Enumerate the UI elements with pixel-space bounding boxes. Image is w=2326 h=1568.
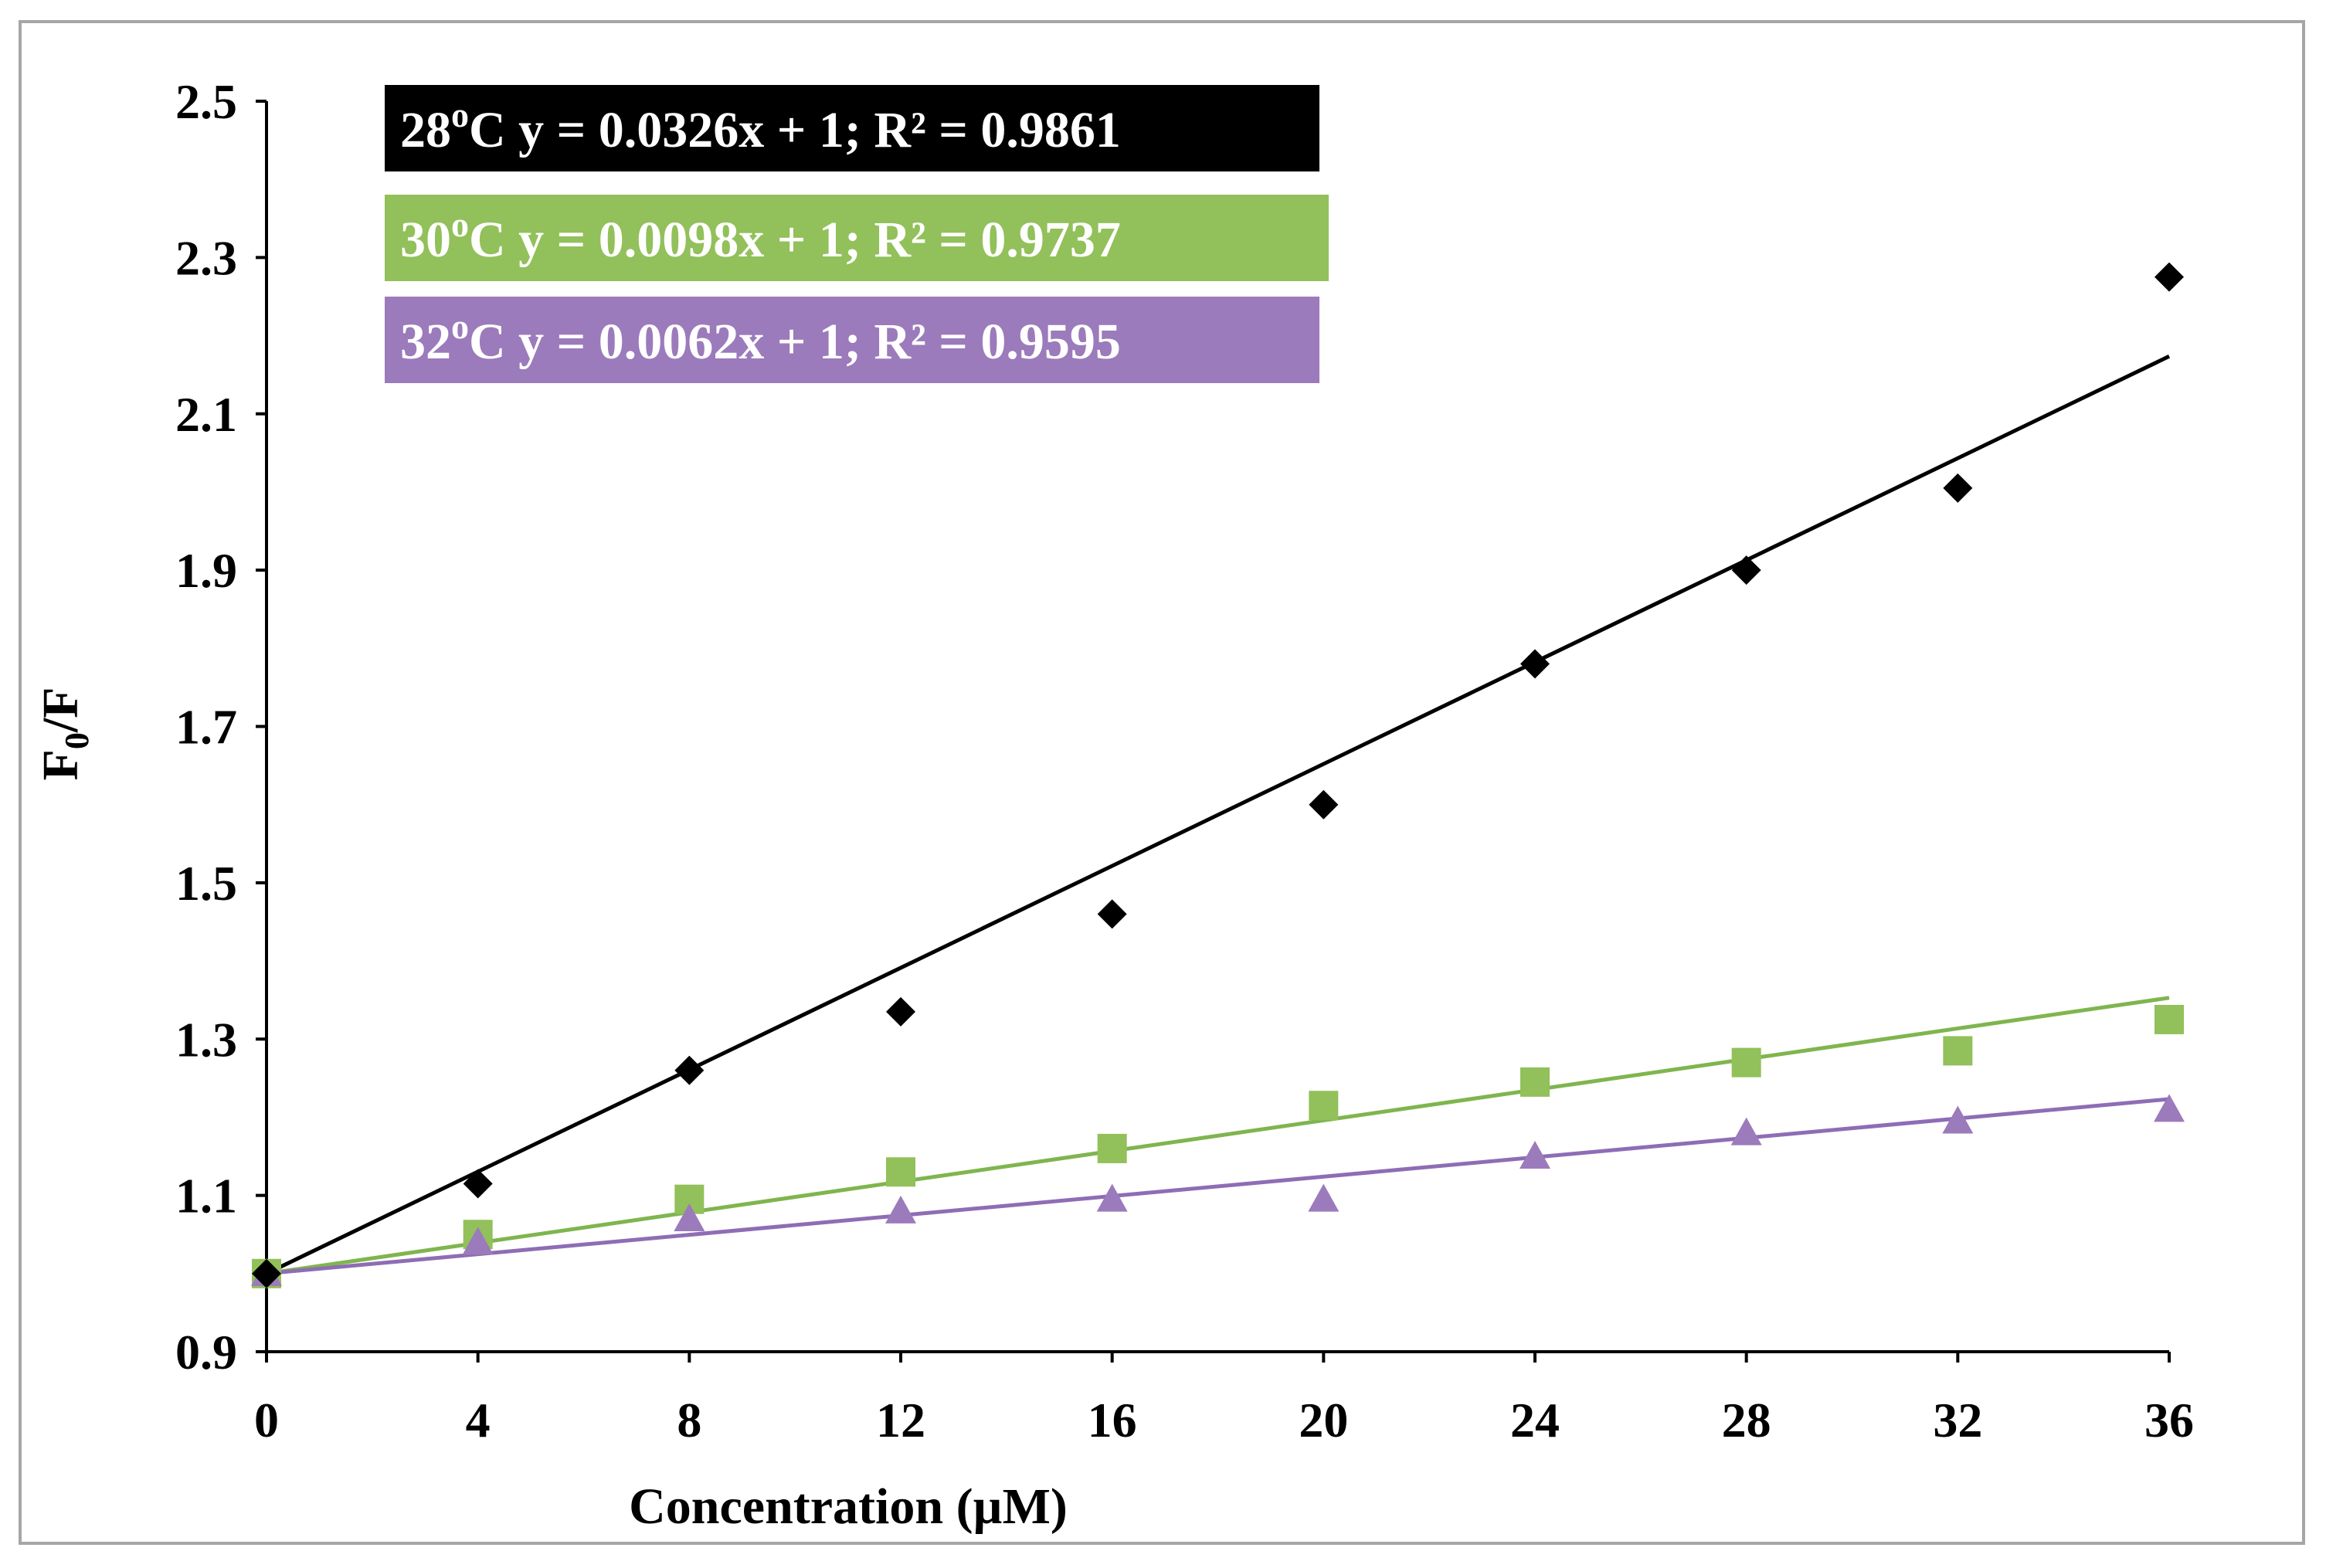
- legend-label-28: 28oC y = 0.0326x + 1; R² = 0.9861: [400, 95, 1121, 158]
- x-tick-label: 16: [1088, 1393, 1137, 1448]
- point-28: [1309, 789, 1339, 820]
- y-tick-label: 0.9: [175, 1325, 237, 1380]
- trendlines: [265, 355, 2171, 1276]
- x-tick-label: 8: [677, 1393, 701, 1448]
- y-tick-label: 1.5: [175, 856, 237, 911]
- y-tick-label: 2.5: [175, 74, 237, 129]
- y-axis-title: F0/F: [32, 687, 96, 781]
- x-axis-title: Concentration (µM): [629, 1478, 1068, 1535]
- legend: 28oC y = 0.0326x + 1; R² = 0.9861 30oC y …: [385, 85, 1329, 383]
- point-28: [252, 1258, 281, 1288]
- point-30: [1097, 1133, 1127, 1163]
- point-30: [1943, 1036, 1973, 1066]
- point-32: [1308, 1183, 1340, 1212]
- y-tick-label: 2.3: [175, 230, 237, 285]
- point-30: [1731, 1047, 1761, 1078]
- x-tick-label: 24: [1510, 1393, 1560, 1448]
- legend-box-28: [385, 85, 1319, 171]
- trendline-32: [266, 1097, 2170, 1276]
- x-tick-label: 20: [1299, 1393, 1348, 1448]
- x-tick-label: 28: [1722, 1393, 1771, 1448]
- point-28: [1943, 473, 1973, 503]
- point-32: [885, 1195, 916, 1224]
- x-tick-label: 4: [466, 1393, 491, 1448]
- point-30: [1520, 1067, 1550, 1097]
- point-28: [2155, 262, 2184, 292]
- legend-box-32: [385, 297, 1319, 383]
- point-30: [2155, 1004, 2184, 1034]
- point-32: [1730, 1117, 1762, 1145]
- data-points: [251, 262, 2185, 1288]
- y-tick-label: 2.1: [175, 387, 237, 442]
- y-axis-title-main: F: [32, 749, 89, 780]
- point-32: [2154, 1094, 2185, 1122]
- point-28: [463, 1169, 493, 1199]
- point-28: [1097, 899, 1127, 929]
- point-28: [1731, 555, 1761, 585]
- x-tick-label: 0: [254, 1393, 279, 1448]
- trendline-30: [266, 996, 2170, 1276]
- y-tick-label: 1.3: [175, 1012, 237, 1067]
- y-tick-label: 1.1: [175, 1169, 237, 1224]
- legend-label-32: 32oC y = 0.0062x + 1; R² = 0.9595: [400, 307, 1121, 370]
- legend-box-30: [385, 195, 1329, 281]
- point-28: [886, 996, 915, 1027]
- point-28: [1520, 649, 1550, 679]
- point-32: [1942, 1105, 1974, 1134]
- point-30: [886, 1157, 915, 1187]
- axes: 0.9 1.1 1.3 1.5 1.7 1.9 2.1 2.3 2.5 0 4 8 12 16 20 24 28…: [175, 74, 2194, 1448]
- y-axis-title-suffix: /F: [32, 687, 89, 734]
- y-tick-label: 1.7: [175, 700, 237, 755]
- point-30: [1309, 1091, 1339, 1121]
- legend-label-30: 30oC y = 0.0098x + 1; R² = 0.9737: [400, 205, 1121, 268]
- point-32: [674, 1203, 705, 1231]
- y-tick-label: 1.9: [175, 543, 237, 598]
- x-tick-label: 32: [1933, 1393, 1982, 1448]
- point-32: [1096, 1183, 1128, 1212]
- point-32: [462, 1227, 494, 1255]
- point-28: [674, 1055, 705, 1085]
- x-tick-label: 12: [876, 1393, 925, 1448]
- y-axis-title-sub: 0: [58, 732, 96, 749]
- trendline-28: [265, 355, 2171, 1276]
- point-32: [1520, 1141, 1550, 1169]
- x-tick-label: 36: [2144, 1393, 2194, 1448]
